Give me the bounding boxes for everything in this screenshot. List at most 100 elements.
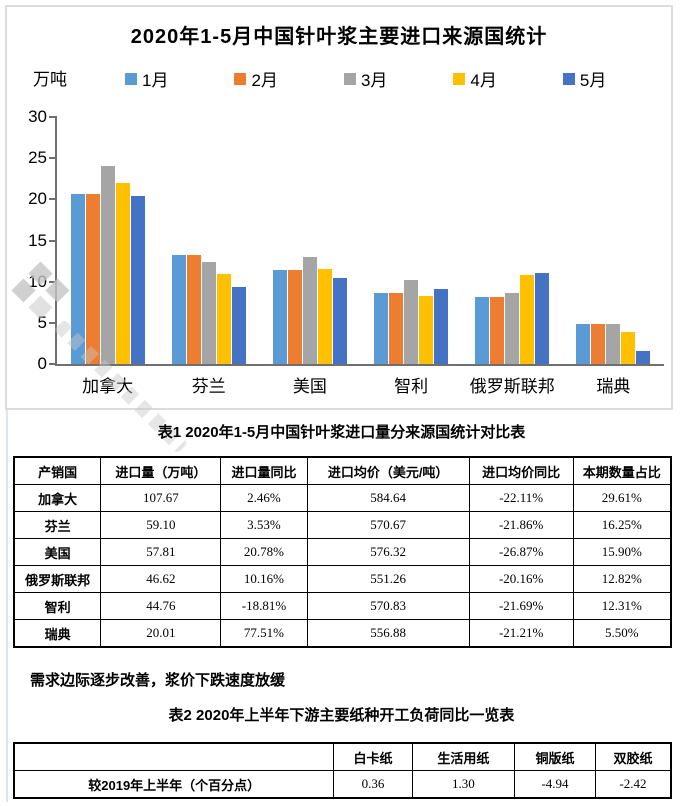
table-cell: -4.94 [514,770,596,799]
x-category-label: 加拿大 [82,377,134,396]
row-header-cell: 加拿大 [13,484,102,512]
legend-label: 4月 [470,71,497,90]
table-cell: 570.67 [306,511,470,539]
table-row: 芬兰 59.10 3.53% 570.67 -21.86% 16.25% [13,511,672,539]
bar-group-俄罗斯联邦 [475,273,550,364]
legend-swatch-icon [343,72,356,85]
row-header-cell: 美国 [13,538,102,566]
bar-俄罗斯联邦-2月 [490,297,505,364]
bar-智利-4月 [419,295,434,364]
y-tick-mark [49,321,57,324]
bar-group-加拿大 [70,165,145,364]
bar-加拿大-1月 [70,194,85,364]
y-tick-label: 15 [28,230,47,250]
table-cell: 12.31% [572,592,672,620]
bar-芬兰-5月 [231,286,246,364]
table-cell: -20.16% [468,565,574,593]
bar-智利-5月 [434,289,449,364]
bar-瑞典-3月 [606,323,621,364]
table-cell: 59.10 [100,511,222,539]
legend-item-5月: 5月 [562,66,607,91]
table2-caption: 表2 2020年上半年下游主要纸种开工负荷同比一览表 [168,707,515,724]
table-cell: 29.61% [572,484,672,512]
bar-group-瑞典 [576,323,651,364]
table-header-cell: 双胶纸 [594,742,672,771]
x-category-label: 瑞典 [596,377,631,396]
table-cell: 5.50% [572,619,672,648]
table-header-cell: 生活用纸 [411,742,516,771]
table-cell: 584.64 [306,484,470,512]
bar-加拿大-5月 [130,196,145,364]
table-cell: 20.78% [220,538,308,566]
table1-caption: 表1 2020年1-5月中国针叶浆进口量分来源国统计对比表 [157,424,526,441]
bar-美国-2月 [287,270,302,364]
bar-加拿大-3月 [100,165,115,364]
table-cell: -21.69% [468,592,574,620]
bar-俄罗斯联邦-5月 [535,273,550,364]
table-cell: 1.30 [411,770,516,799]
legend-item-3月: 3月 [343,66,388,91]
table-header-cell: 进口量同比 [220,456,308,485]
chart-plot: 0 5 10 15 20 25 30 加拿大 芬兰 美国 智利 俄罗斯联邦 瑞典 [28,108,664,396]
bar-智利-3月 [404,280,419,364]
legend-label: 5月 [579,71,607,90]
table-row: 俄罗斯联邦 46.62 10.16% 551.26 -20.16% 12.82% [13,565,672,593]
table-row: 加拿大 107.67 2.46% 584.64 -22.11% 29.61% [13,484,672,512]
table-cell: 15.90% [572,538,672,566]
legend-swatch-icon [125,72,137,85]
y-tick-mark [49,239,57,242]
y-axis-unit-label: 万吨 [33,70,67,89]
bar-group-智利 [374,280,449,364]
bar-瑞典-1月 [576,323,591,364]
table-cell: -26.87% [468,538,574,566]
table-cell: -2.42 [594,770,672,799]
table-header-row: 产销国 进口量（万吨） 进口量同比 进口均价（美元/吨） 进口均价同比 本期数量占比 [13,456,672,485]
bar-智利-2月 [389,293,404,364]
bar-瑞典-4月 [621,331,636,364]
chart-title: 2020年1-5月中国针叶浆主要进口来源国统计 [130,26,548,48]
table-row: 美国 57.81 20.78% 576.32 -26.87% 15.90% [13,538,672,566]
table-header-cell: 进口均价同比 [468,456,574,485]
row-header-cell: 较2019年上半年（个百分点） [13,770,335,799]
table-header-cell: 白卡纸 [333,742,413,771]
table-cell: 16.25% [572,511,672,539]
legend-label: 1月 [142,71,169,90]
y-tick-mark [49,157,57,160]
y-tick-label: 10 [28,271,47,291]
table-header-cell [13,742,335,771]
table2: 白卡纸 生活用纸 铜版纸 双胶纸 较2019年上半年（个百分点） 0.36 1.30 -4.9… [13,742,672,799]
x-category-label: 俄罗斯联邦 [469,377,555,396]
table-cell: 551.26 [306,565,470,593]
legend-item-4月: 4月 [453,66,497,91]
legend-label: 3月 [360,71,388,90]
row-header-cell: 智利 [13,592,102,620]
legend-item-2月: 2月 [234,66,278,91]
row-header-cell: 芬兰 [13,511,102,539]
table-row: 瑞典 20.01 77.51% 556.88 -21.21% 5.50% [13,619,672,648]
bar-俄罗斯联邦-4月 [520,275,535,364]
note-text: 需求边际逐步改善，浆价下跌速度放缓 [30,672,286,689]
bar-瑞典-5月 [636,350,651,364]
table-cell: 107.67 [100,484,222,512]
chart-panel: 2020年1-5月中国针叶浆主要进口来源国统计 万吨 1月 2月 3月 4月 5月 0 5… [5,5,673,454]
table-cell: 10.16% [220,565,308,593]
y-tick-label: 30 [28,107,47,126]
y-tick-label: 0 [37,354,47,373]
bar-加拿大-4月 [115,182,130,364]
legend-swatch-icon [562,72,575,85]
y-tick-mark [49,363,57,365]
x-category-label: 芬兰 [191,377,226,396]
table-row: 较2019年上半年（个百分点） 0.36 1.30 -4.94 -2.42 [13,770,672,799]
legend-swatch-icon [234,72,247,85]
table-cell: 2.46% [220,484,308,512]
bar-加拿大-2月 [85,194,100,364]
table-cell: 0.36 [333,770,413,799]
table-header-cell: 铜版纸 [514,742,596,771]
bar-美国-4月 [317,268,332,364]
bar-美国-3月 [302,256,317,364]
table-cell: -22.11% [468,484,574,512]
y-tick-mark [49,280,57,283]
row-header-cell: 俄罗斯联邦 [13,565,102,593]
table-cell: 20.01 [100,619,222,648]
table-cell: -21.21% [468,619,574,648]
